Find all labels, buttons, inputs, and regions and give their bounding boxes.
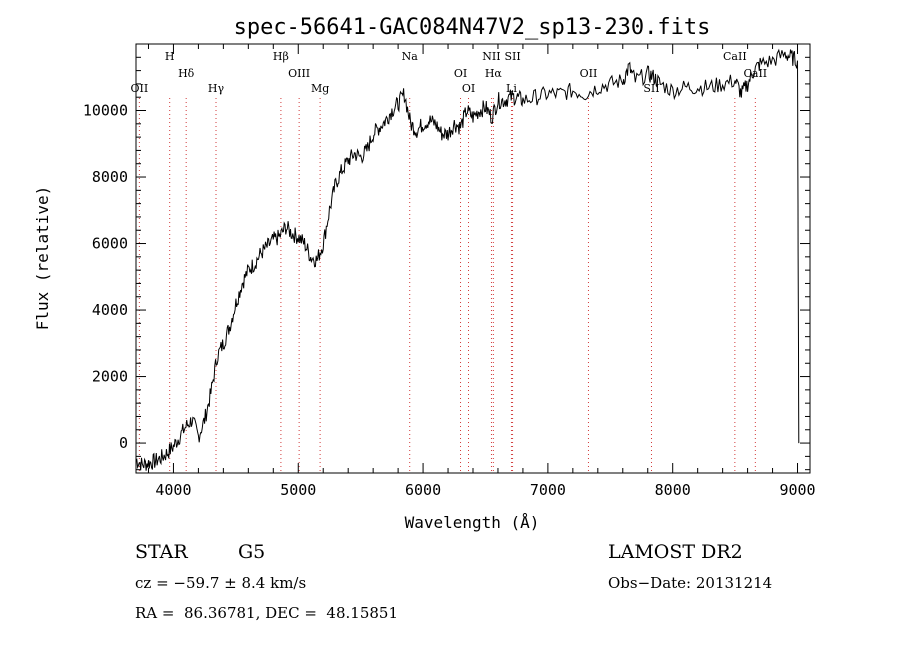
spectral-line-label: OII bbox=[131, 82, 149, 95]
observation-date: Obs−Date: 20131214 bbox=[608, 574, 773, 592]
x-axis-label: Wavelength (Å) bbox=[405, 513, 540, 532]
spectral-line-label: CaII bbox=[723, 50, 747, 63]
axis-ticks: 4000 5000 6000 7000 8000 9000 0 2000 4000 6000 800… bbox=[83, 44, 816, 499]
spectrum-line bbox=[135, 48, 800, 471]
spectral-line-label: OI bbox=[454, 67, 467, 80]
y-tick-label: 2000 bbox=[92, 368, 128, 386]
spectral-line-label: NII bbox=[482, 50, 500, 63]
x-tick-label: 6000 bbox=[405, 481, 441, 499]
spectral-line-label: CaII bbox=[743, 67, 767, 80]
x-tick-label: 4000 bbox=[155, 481, 191, 499]
spectral-line-label: OIII bbox=[288, 67, 310, 80]
spectral-line-label: SII bbox=[643, 82, 659, 95]
spectral-line-label: Hγ bbox=[208, 82, 225, 95]
x-tick-label: 8000 bbox=[655, 481, 691, 499]
spectral-line-label: Li bbox=[506, 82, 517, 95]
spectral-line-label: Hα bbox=[485, 67, 503, 80]
y-tick-label: 0 bbox=[119, 434, 128, 452]
spectral-line-label: OI bbox=[462, 82, 475, 95]
spectral-line-label: OII bbox=[580, 67, 598, 80]
y-tick-label: 4000 bbox=[92, 301, 128, 319]
data-release: LAMOST DR2 bbox=[608, 541, 743, 563]
spectral-line-label: Na bbox=[402, 50, 419, 63]
chart-title: spec-56641-GAC084N47V2_sp13-230.fits bbox=[234, 15, 711, 40]
y-tick-label: 8000 bbox=[92, 168, 128, 186]
x-tick-label: 5000 bbox=[280, 481, 316, 499]
coordinates: RA = 86.36781, DEC = 48.15851 bbox=[135, 604, 399, 622]
object-subclass: G5 bbox=[238, 541, 266, 563]
redshift-velocity: cz = −59.7 ± 8.4 km/s bbox=[135, 574, 307, 592]
spectral-line-label: Hδ bbox=[178, 67, 195, 80]
spectral-line-label: Hβ bbox=[273, 50, 289, 63]
x-tick-label: 7000 bbox=[530, 481, 566, 499]
object-class: STAR bbox=[135, 541, 188, 563]
spectral-line-label: Mg bbox=[311, 82, 329, 95]
x-tick-label: 9000 bbox=[779, 481, 815, 499]
y-axis-label: Flux (relative) bbox=[33, 186, 52, 331]
spectral-line-label: H bbox=[165, 50, 175, 63]
y-tick-label: 10000 bbox=[83, 102, 128, 120]
y-tick-label: 6000 bbox=[92, 235, 128, 253]
plot-frame bbox=[135, 43, 811, 474]
spectral-line-label: SII bbox=[504, 50, 520, 63]
